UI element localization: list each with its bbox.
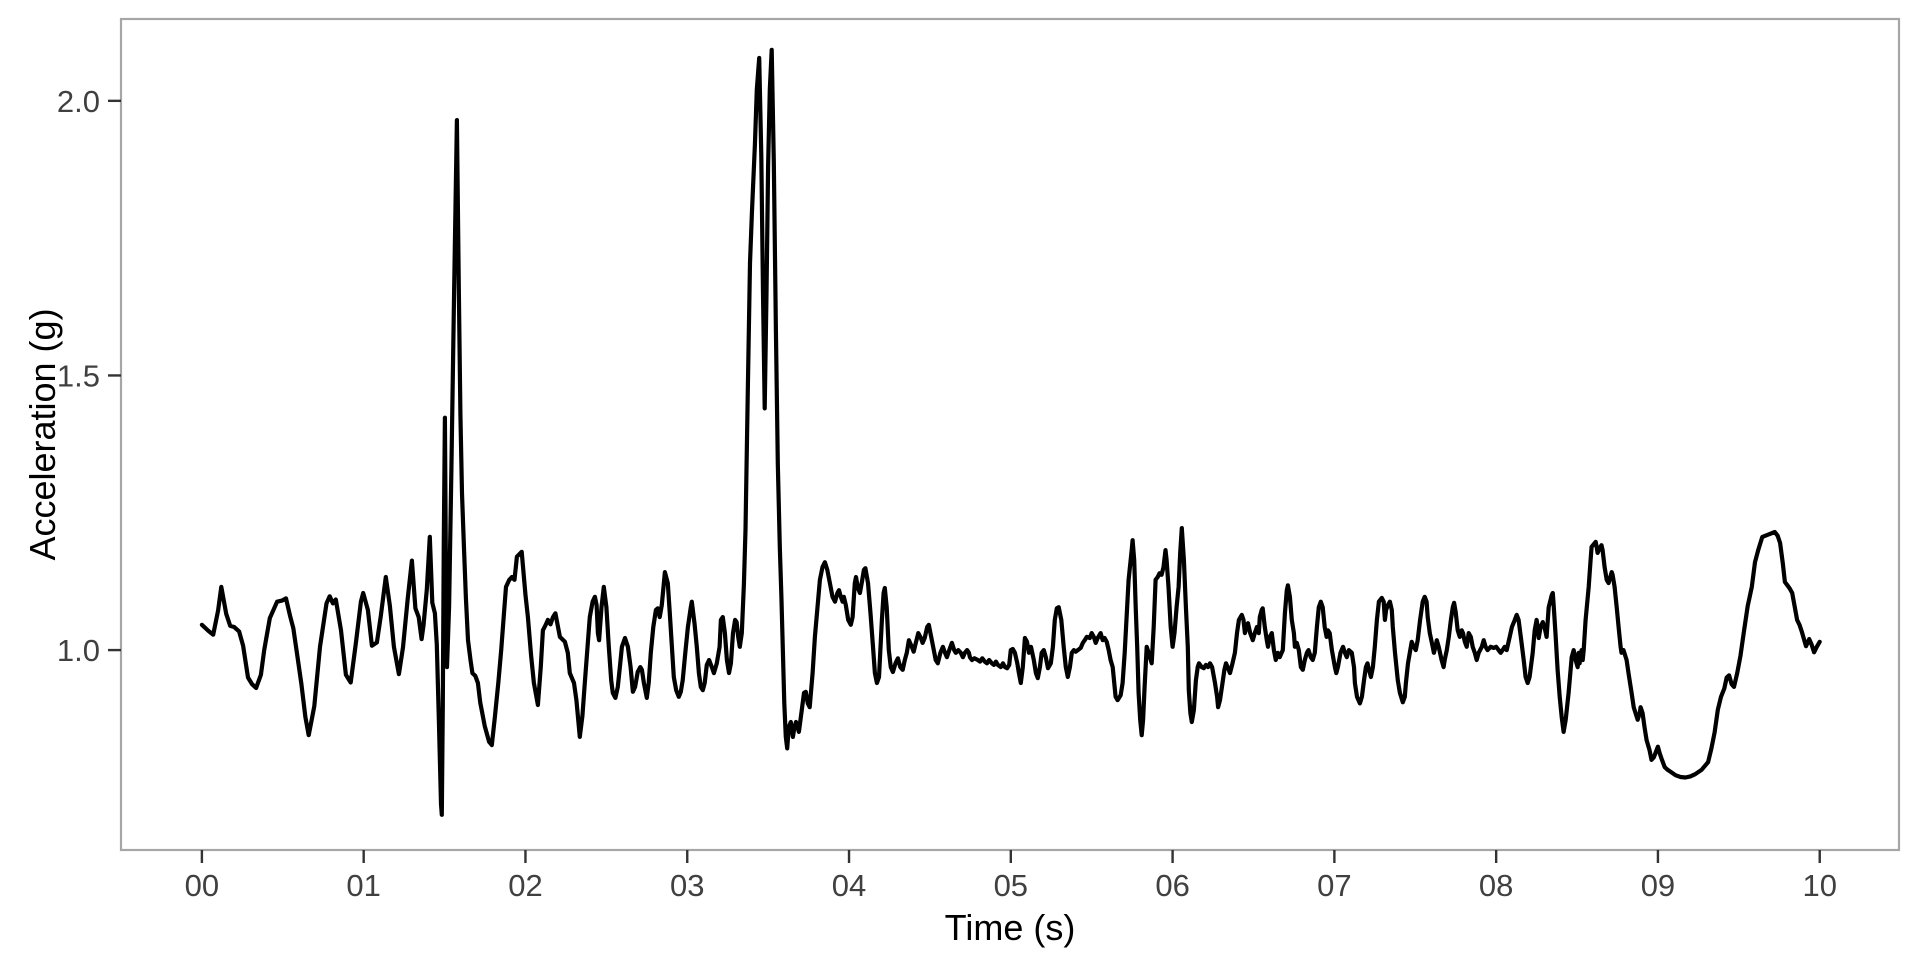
x-tick-label: 09: [1641, 868, 1675, 903]
acceleration-trace: [199, 47, 1822, 817]
x-axis: 00 01 02 03 04 05 06 07 08 09 10: [185, 850, 1837, 903]
x-tick-label: 02: [508, 868, 542, 903]
y-tick-label: 1.5: [57, 358, 100, 393]
y-axis: 1.0 1.5 2.0: [57, 84, 121, 668]
x-tick-label: 08: [1479, 868, 1513, 903]
x-tick-label: 06: [1155, 868, 1189, 903]
x-tick-label: 10: [1802, 868, 1836, 903]
y-tick-label: 1.0: [57, 633, 100, 668]
x-axis-title: Time (s): [945, 907, 1076, 948]
x-tick-label: 04: [832, 868, 866, 903]
y-axis-title: Acceleration (g): [22, 308, 63, 560]
y-tick-label: 2.0: [57, 84, 100, 119]
x-tick-label: 01: [346, 868, 380, 903]
x-tick-label: 07: [1317, 868, 1351, 903]
x-tick-label: 03: [670, 868, 704, 903]
plot-panel: [119, 17, 1901, 852]
x-tick-label: 05: [994, 868, 1028, 903]
x-tick-label: 00: [185, 868, 219, 903]
